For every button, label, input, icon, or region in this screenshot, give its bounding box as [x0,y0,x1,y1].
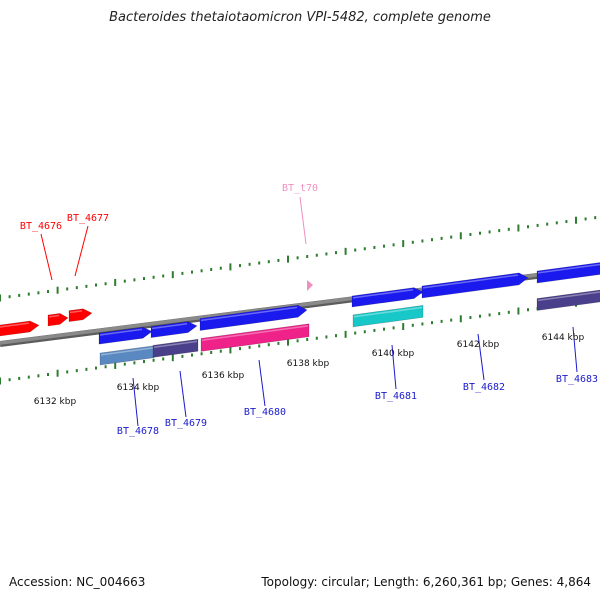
gene-label-bt_4679: BT_4679 [165,418,207,429]
cds-block-steel-highlight [100,347,154,356]
gene-arrow-bt4678 [98,326,153,345]
gene-arrow-bt4680 [199,304,308,331]
gene-arrow-bt4683-highlight [537,263,600,274]
leader-bt_4680 [258,359,266,407]
leader-bt_4678 [132,377,139,427]
position-label: 6144 kbp [542,333,585,343]
gene-label-bt_4676: BT_4676 [20,221,62,232]
cds-block-slate-1 [152,338,199,358]
gene-arrow-bt4682 [421,272,529,299]
leader-bt_4683 [572,326,578,373]
accession-text: Accession: NC_004663 [9,575,146,589]
leader-bt_4677 [74,225,89,277]
cds-block-pink-highlight [201,325,309,341]
cds-block-steel [99,345,155,366]
cds-block-slate-2-highlight [537,291,600,302]
gene-arrow-bt4683 [536,262,600,284]
gene-features [0,262,600,366]
leader-bt_4682 [477,333,485,381]
genome-title: Bacteroides thetaiotaomicron VPI-5482, c… [109,10,491,25]
leader-bt_4681 [391,344,397,390]
gene-arrow-red-1-highlight [0,322,30,328]
leader-bt_4679 [179,370,187,418]
gene-labels: BT_4676 BT_4677 BT_t70 BT_4678 BT_4679 BT_468… [20,183,598,437]
gene-label-bt_4678: BT_4678 [117,426,159,437]
position-label: 6134 kbp [117,383,160,393]
gene-arrow-red-3-highlight [69,310,83,314]
gene-label-bt_4683: BT_4683 [556,374,598,385]
gene-arrow-bt4678-highlight [99,328,143,336]
gene-arrow-bt4682-highlight [422,274,519,289]
label-leader-lines [40,196,578,427]
gene-label-bt_4677: BT_4677 [67,213,109,224]
position-label: 6132 kbp [34,397,77,407]
position-label: 6138 kbp [287,359,330,369]
gene-arrow-red-2-highlight [48,314,60,318]
leader-bt_t70 [299,196,307,245]
trna-marker [307,280,313,291]
gene-label-bt_4682: BT_4682 [463,382,505,393]
gene-arrow-red-1 [0,320,40,337]
gene-label-bt_4681: BT_4681 [375,391,417,402]
gene-arrow-bt4680-highlight [200,306,298,322]
position-tick-labels: 6132 kbp 6134 kbp 6136 kbp 6138 kbp 6140 kbp… [34,333,585,407]
gene-arrow-bt4679-highlight [151,323,188,330]
cds-block-cyan [352,305,424,328]
gene-arrow-red-3 [68,308,93,323]
gene-arrow-bt4679 [150,321,198,338]
gene-arrow-bt4681-highlight [352,289,414,299]
position-label: 6142 kbp [457,340,500,350]
position-label: 6136 kbp [202,371,245,381]
leader-bt_4676 [40,233,53,281]
cds-block-slate-2 [536,289,600,311]
upper-tick-track [0,216,597,302]
gene-label-bt_t70: BT_t70 [282,183,318,194]
position-label: 6140 kbp [372,349,415,359]
gene-arrow-bt4681 [351,287,424,308]
gene-label-bt_4680: BT_4680 [244,407,286,418]
cds-block-cyan-highlight [353,306,423,318]
genome-summary-text: Topology: circular; Length: 6,260,361 bp… [261,575,591,589]
gene-arrow-red-2 [47,313,69,327]
cds-block-pink [200,323,310,352]
cds-block-slate-1-highlight [153,340,198,348]
